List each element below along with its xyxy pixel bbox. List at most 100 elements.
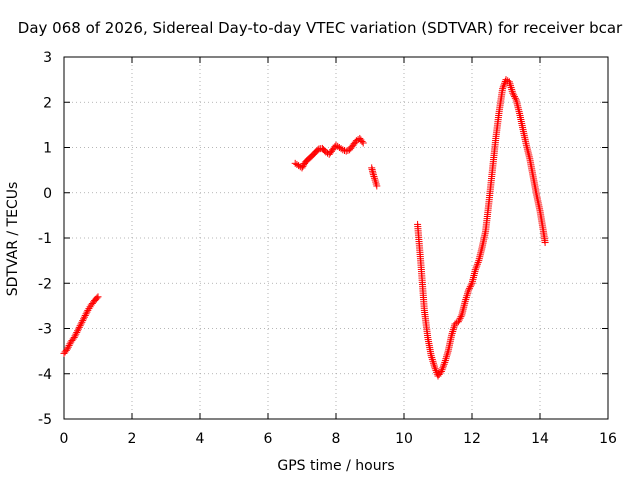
- data-point-s3-15-1: [465, 284, 473, 292]
- data-point-s3-14-2: [462, 294, 470, 302]
- y-tick-label-0: -5: [38, 412, 52, 428]
- data-point-s2-1: [369, 171, 377, 179]
- x-tick-label-0: 0: [60, 431, 69, 447]
- data-point-s0-1: [63, 345, 71, 353]
- y-axis-label: SDTVAR / TECUs: [5, 181, 21, 297]
- y-tick-label-2: -3: [38, 322, 52, 338]
- data-point-s1-2-2: [300, 161, 308, 169]
- x-tick-label-1: 2: [128, 431, 137, 447]
- grid-lines: [64, 57, 608, 419]
- y-tick-label-7: 2: [43, 95, 52, 111]
- x-tick-label-7: 14: [531, 431, 549, 447]
- y-tick-label-8: 3: [43, 50, 52, 66]
- x-tick-label-4: 8: [332, 431, 341, 447]
- data-point-s0-6-3: [83, 308, 91, 316]
- data-point-s0-10: [94, 293, 102, 301]
- data-point-s3-7-2: [439, 364, 447, 372]
- data-point-s0-3-3: [73, 328, 81, 336]
- data-point-s3-12-2: [456, 314, 464, 322]
- data-point-s3-12-1: [455, 316, 463, 324]
- data-point-s3-10-2: [449, 328, 457, 336]
- data-point-s3-10-1: [448, 329, 456, 337]
- data-point-s3-4-3: [429, 357, 437, 365]
- data-point-s2-1-1: [370, 172, 378, 180]
- data-point-s1-2: [298, 164, 306, 172]
- data-point-s0-4: [74, 327, 82, 335]
- data-point-s0-9-2: [93, 294, 101, 302]
- data-point-s3-17-1: [472, 264, 480, 272]
- data-point-s3-28-3: [511, 94, 519, 102]
- y-tick-label-6: 1: [43, 141, 52, 157]
- data-point-s1-19-2: [358, 137, 366, 145]
- data-point-s0-4-3: [76, 322, 84, 330]
- data-point-s3-7-3: [439, 362, 447, 370]
- data-point-s3-15-3: [467, 281, 475, 289]
- data-point-s3-14-3: [463, 292, 471, 300]
- data-point-s0-6-2: [82, 310, 90, 318]
- data-point-s3-4-5: [430, 361, 438, 369]
- data-point-s3-5-2: [432, 367, 440, 375]
- data-point-s3-7: [437, 367, 445, 375]
- data-point-s3-17-2: [473, 262, 481, 270]
- data-point-s3-25-1: [499, 83, 507, 91]
- data-point-s0-3: [70, 334, 78, 342]
- data-point-s3-7-4: [440, 360, 448, 368]
- data-point-s0-5-1: [78, 318, 86, 326]
- data-point-s0-5-3: [80, 315, 88, 323]
- data-point-s3-8-5: [444, 349, 452, 357]
- data-point-s3-15: [465, 286, 473, 294]
- data-point-s3-12-3: [457, 313, 465, 321]
- data-point-s3-8-2: [442, 355, 450, 363]
- data-point-s0-5-2: [79, 317, 87, 325]
- data-points: [60, 76, 549, 380]
- x-tick-label-2: 4: [196, 431, 205, 447]
- data-point-s0-7: [84, 306, 92, 314]
- x-tick-label-5: 10: [395, 431, 413, 447]
- data-point-s1-14: [339, 146, 347, 154]
- data-point-s3-7-1: [438, 366, 446, 374]
- data-point-s1-13-1: [337, 145, 345, 153]
- x-tick-label-8: 16: [599, 431, 617, 447]
- x-tick-label-3: 6: [264, 431, 273, 447]
- data-point-s3-27-3: [507, 84, 515, 92]
- data-point-s3-8-1: [441, 357, 449, 365]
- data-point-s3-28: [509, 89, 517, 97]
- data-point-s3-5: [431, 363, 439, 371]
- data-point-s0-3-2: [72, 330, 80, 338]
- data-point-s0-1-2: [65, 341, 73, 349]
- data-point-s0-3-1: [71, 332, 79, 340]
- data-point-s0-5: [77, 320, 85, 328]
- data-point-s3-28-2: [511, 93, 518, 101]
- data-point-s3-17: [471, 266, 479, 274]
- data-point-s3-25-2: [500, 81, 508, 89]
- data-point-s3-17-3: [473, 260, 481, 268]
- data-point-s3-12: [454, 318, 462, 326]
- data-point-s0-4-2: [75, 323, 83, 331]
- data-point-s1-2-1: [299, 162, 307, 170]
- data-point-s0-7-1: [85, 305, 93, 313]
- data-point-s2-3: [373, 182, 381, 190]
- data-point-s3-25: [499, 85, 507, 93]
- data-point-s3-10-3: [449, 326, 457, 334]
- data-point-s3-4-4: [429, 359, 437, 367]
- y-tick-label-3: -2: [38, 276, 52, 292]
- data-point-s2-1-2: [371, 174, 379, 182]
- data-point-s3-6-2: [436, 369, 444, 377]
- data-point-s0-6-1: [81, 311, 89, 319]
- data-point-s0-6: [80, 313, 88, 321]
- chart-title: Day 068 of 2026, Sidereal Day-to-day VTE…: [17, 19, 623, 37]
- data-point-s3-28-1: [510, 91, 518, 99]
- data-point-s1-20: [359, 139, 367, 147]
- data-point-s3-17-4: [474, 258, 482, 266]
- data-point-s3-15-2: [466, 283, 474, 291]
- data-point-s3-4-2: [428, 355, 436, 363]
- data-point-s3-5-1: [431, 365, 439, 373]
- data-point-s3-4-1: [428, 354, 436, 362]
- data-point-s1-15: [342, 147, 350, 155]
- data-point-s3-14: [461, 297, 469, 305]
- y-tick-label-1: -4: [38, 367, 52, 383]
- data-point-s0-1-1: [64, 343, 72, 351]
- data-point-s3-14-1: [462, 295, 470, 303]
